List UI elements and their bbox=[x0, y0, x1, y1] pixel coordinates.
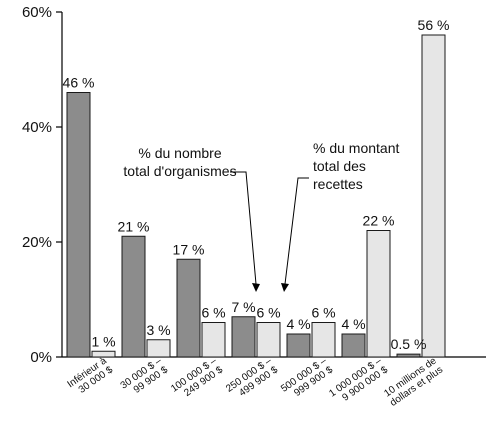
bar-series-1 bbox=[366, 230, 391, 358]
data-label: 21 % bbox=[118, 218, 150, 234]
category-label: 30 000 $ –99 900 $ bbox=[119, 355, 171, 400]
category-label-text: 250 000 $ –499 900 $ bbox=[224, 355, 280, 404]
annotation-arrow-count bbox=[230, 171, 257, 285]
category-label: 10 millions dedollars et plus bbox=[382, 355, 446, 409]
bar-series-1 bbox=[146, 339, 171, 358]
bar-series-1 bbox=[256, 322, 281, 358]
category-label: Inférieur à30 000 $ bbox=[66, 355, 116, 399]
category-label: 1 000 000 $ –9 900 000 $ bbox=[327, 355, 390, 408]
annotation-line: % du montant bbox=[313, 140, 399, 156]
annotation-line: total d'organismes bbox=[123, 163, 236, 179]
category-labels: Inférieur à30 000 $30 000 $ –99 900 $100… bbox=[66, 355, 446, 409]
annotations: % du nombre total d'organismes % du montan… bbox=[123, 140, 399, 292]
category-label-text: 100 000 $ –249 900 $ bbox=[169, 355, 225, 404]
y-tick-label: 40% bbox=[22, 119, 52, 136]
category-label-text: Inférieur à30 000 $ bbox=[66, 355, 116, 399]
category-label-text: 30 000 $ –99 900 $ bbox=[119, 355, 171, 400]
data-label: 4 % bbox=[286, 316, 310, 332]
y-tick-label: 0% bbox=[30, 349, 52, 366]
annotation-arrowhead-count bbox=[252, 283, 260, 292]
y-tick-label: 20% bbox=[22, 234, 52, 251]
bar-series-0 bbox=[121, 235, 146, 358]
bar-series-1 bbox=[201, 322, 226, 358]
data-label: 0.5 % bbox=[391, 336, 427, 352]
bar-series-1 bbox=[91, 350, 116, 358]
category-label: 250 000 $ –499 900 $ bbox=[224, 355, 280, 404]
data-label: 1 % bbox=[91, 333, 115, 349]
data-label: 7 % bbox=[231, 299, 255, 315]
category-label-text: 10 millions dedollars et plus bbox=[382, 355, 446, 409]
annotation-amount: % du montant total des recettes bbox=[313, 140, 399, 192]
bar-series-0 bbox=[231, 316, 256, 358]
annotation-count: % du nombre total d'organismes bbox=[123, 145, 236, 179]
bar-series-1 bbox=[421, 34, 446, 358]
bar-series-0 bbox=[396, 353, 421, 358]
annotation-arrow-amount bbox=[284, 177, 309, 285]
category-label-text: 1 000 000 $ –9 900 000 $ bbox=[327, 355, 390, 408]
data-label: 4 % bbox=[341, 316, 365, 332]
bar-series-0 bbox=[286, 333, 311, 358]
data-label: 46 % bbox=[63, 75, 95, 91]
data-label: 3 % bbox=[146, 322, 170, 338]
bar-series-1 bbox=[311, 322, 336, 358]
data-label: 6 % bbox=[256, 305, 280, 321]
category-label: 100 000 $ –249 900 $ bbox=[169, 355, 225, 404]
category-label-text: 500 000 $ –999 900 $ bbox=[279, 355, 335, 404]
y-tick-label: 60% bbox=[22, 4, 52, 21]
annotation-line: recettes bbox=[313, 176, 363, 192]
data-label: 17 % bbox=[173, 241, 205, 257]
data-labels: 46 % 21 % 17 % 7 % 4 % 4 % 0.5 % 1 % 3 % 6 % 6 % 6 … bbox=[63, 17, 450, 352]
annotation-line: % du nombre bbox=[138, 145, 221, 161]
annotation-line: total des bbox=[313, 158, 366, 174]
bar-series-0 bbox=[66, 92, 91, 358]
bars bbox=[66, 34, 446, 358]
data-label: 56 % bbox=[418, 17, 450, 33]
bar-series-0 bbox=[176, 258, 201, 358]
bar-series-0 bbox=[341, 333, 366, 358]
data-label: 6 % bbox=[201, 305, 225, 321]
annotation-arrowhead-amount bbox=[281, 283, 289, 292]
data-label: 6 % bbox=[311, 305, 335, 321]
data-label: 22 % bbox=[363, 213, 395, 229]
category-label: 500 000 $ –999 900 $ bbox=[279, 355, 335, 404]
